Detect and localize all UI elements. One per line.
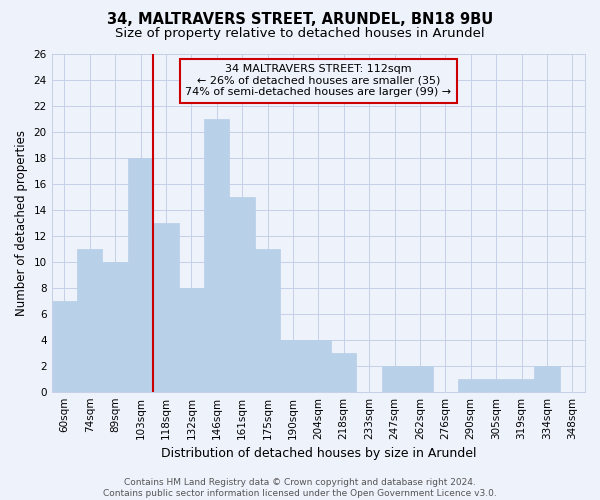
Bar <box>509 378 534 392</box>
Bar <box>179 288 204 392</box>
Text: Size of property relative to detached houses in Arundel: Size of property relative to detached ho… <box>115 28 485 40</box>
Bar <box>382 366 407 392</box>
Bar <box>458 378 484 392</box>
Bar <box>255 249 280 392</box>
Bar <box>153 223 179 392</box>
Text: 34 MALTRAVERS STREET: 112sqm
← 26% of detached houses are smaller (35)
74% of se: 34 MALTRAVERS STREET: 112sqm ← 26% of de… <box>185 64 451 98</box>
Bar <box>407 366 433 392</box>
Bar <box>128 158 153 392</box>
Bar <box>204 119 229 392</box>
X-axis label: Distribution of detached houses by size in Arundel: Distribution of detached houses by size … <box>161 447 476 460</box>
Text: 34, MALTRAVERS STREET, ARUNDEL, BN18 9BU: 34, MALTRAVERS STREET, ARUNDEL, BN18 9BU <box>107 12 493 28</box>
Bar <box>534 366 560 392</box>
Bar <box>77 249 103 392</box>
Bar <box>103 262 128 392</box>
Bar <box>280 340 305 392</box>
Bar <box>484 378 509 392</box>
Text: Contains HM Land Registry data © Crown copyright and database right 2024.
Contai: Contains HM Land Registry data © Crown c… <box>103 478 497 498</box>
Bar <box>305 340 331 392</box>
Bar <box>229 197 255 392</box>
Bar <box>52 301 77 392</box>
Y-axis label: Number of detached properties: Number of detached properties <box>15 130 28 316</box>
Bar <box>331 352 356 392</box>
